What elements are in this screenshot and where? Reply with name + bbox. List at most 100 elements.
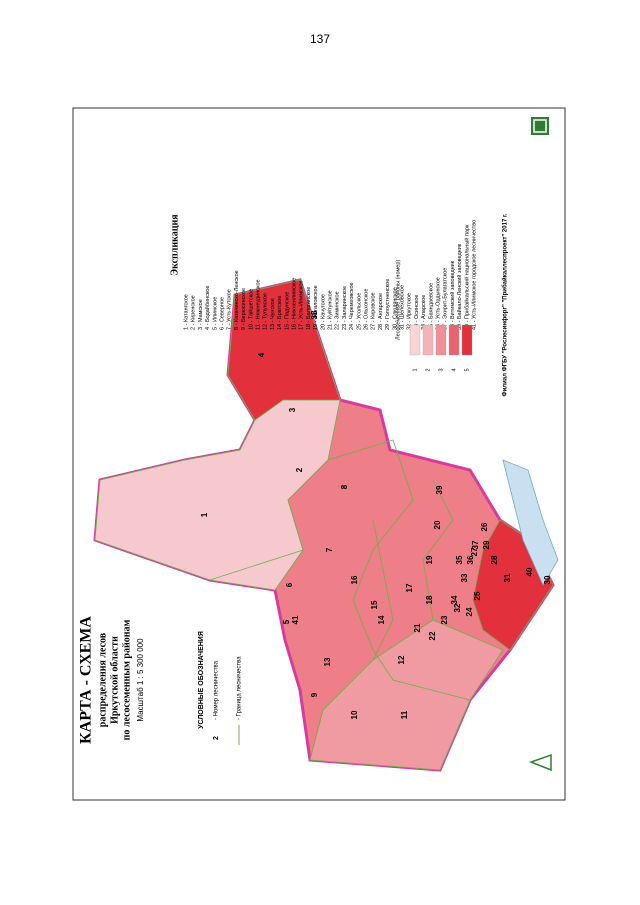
region-number: 3 bbox=[288, 407, 297, 412]
explication-item: 6 - Северное bbox=[219, 297, 225, 330]
explication-item: 8 - Казачинско-Ленское bbox=[234, 270, 240, 330]
footer: Филиал ФГБУ "Рослесинфорг" "Прибайкаллес… bbox=[502, 213, 509, 396]
explication-item: 15 - Падунское bbox=[284, 292, 290, 330]
seed-zone-label: 2 bbox=[425, 368, 431, 371]
region-number: 36 bbox=[466, 555, 475, 564]
explication-item: 20 - Качугское bbox=[320, 294, 326, 330]
seed-zone-swatch bbox=[461, 324, 473, 356]
region-number: 22 bbox=[428, 631, 437, 640]
region-number: 33 bbox=[460, 573, 469, 582]
map-subtitle: по лесосеменным районам bbox=[121, 619, 132, 740]
region-number: 39 bbox=[435, 485, 444, 494]
explication-title: Экспликация bbox=[169, 214, 180, 276]
region-number: 19 bbox=[425, 555, 434, 564]
explication-item: 2 - Киренское bbox=[191, 295, 197, 330]
region-number: 7 bbox=[325, 547, 334, 552]
explication-item: 17 - Усть-Илимское bbox=[299, 281, 305, 330]
region-number: 12 bbox=[397, 655, 406, 664]
region-number: 17 bbox=[405, 583, 414, 592]
region-number: 10 bbox=[350, 710, 359, 719]
region-number: 13 bbox=[323, 657, 332, 666]
seed-zone-label: 4 bbox=[451, 368, 457, 371]
boundary bbox=[372, 519, 394, 661]
explication-item: 7 - Усть-Кутское bbox=[227, 289, 233, 330]
explication-item: 37 - Эхирит-Булагатское bbox=[443, 268, 449, 330]
region-number: 23 bbox=[440, 615, 449, 624]
region-number: 31 bbox=[503, 573, 512, 582]
region-number: 20 bbox=[433, 520, 442, 529]
explication-item: 3 - Мамское bbox=[198, 299, 204, 330]
map-scale: Масштаб 1 : 5 300 000 bbox=[136, 638, 145, 722]
explication-item: 5 - Илимское bbox=[212, 297, 218, 330]
region-number: 38 bbox=[310, 310, 319, 319]
region-number: 28 bbox=[490, 555, 499, 564]
region-number: 15 bbox=[370, 600, 379, 609]
map-frame bbox=[72, 107, 566, 801]
explication-item: 4 - Бодайбинское bbox=[204, 286, 211, 330]
zone-4 bbox=[227, 279, 341, 421]
legend-title: УСЛОВНЫЕ ОБОЗНАЧЕНИЯ bbox=[198, 631, 205, 729]
explication-item: 22 - Зиминское bbox=[335, 291, 341, 330]
region-number: 41 bbox=[291, 615, 300, 624]
region-number: 2 bbox=[295, 467, 304, 472]
region-number: 6 bbox=[285, 582, 294, 587]
region-number: 27 bbox=[470, 547, 479, 556]
region-number: 16 bbox=[350, 575, 359, 584]
map-sheet: КАРТА - СХЕМА распределения лесов Иркутс… bbox=[78, 117, 559, 772]
region-number: 32 bbox=[453, 603, 462, 612]
region-number: 25 bbox=[473, 591, 482, 600]
map-title: КАРТА - СХЕМА bbox=[78, 616, 95, 744]
boundary bbox=[422, 479, 454, 621]
explication-item: 11 - Нижнеудинское bbox=[255, 279, 261, 330]
explication-item: 21 - Куйтунское bbox=[326, 290, 333, 330]
region-number: 30 bbox=[543, 575, 552, 584]
qr-code bbox=[531, 117, 549, 135]
seed-zone-label: 3 bbox=[438, 368, 444, 371]
explication-item: 12 - Тулунское bbox=[263, 293, 269, 330]
explication-item: 32 - Иркутское bbox=[407, 293, 413, 330]
explication-item: 14 - Братское bbox=[277, 296, 283, 330]
region-number: 35 bbox=[455, 555, 464, 564]
seed-zone-swatch bbox=[448, 324, 460, 356]
explication-item: 39 - Байкало-Ленский заповедник bbox=[456, 243, 463, 330]
explication-item: 30 - Слюдянское bbox=[392, 287, 398, 330]
explication-item: 16 - Нижнеилимское bbox=[291, 278, 297, 330]
page-number: 137 bbox=[310, 32, 330, 46]
legend-text: - Номер лесничества bbox=[214, 660, 220, 720]
region-number: 1 bbox=[200, 512, 209, 517]
region-number: 8 bbox=[340, 484, 349, 489]
explication-item: 33 - Осинское bbox=[414, 295, 420, 330]
explication-item: 27 - Кировское bbox=[371, 292, 377, 330]
region-number: 26 bbox=[480, 522, 489, 531]
explication-item: 10 - Тайшетское bbox=[247, 289, 254, 330]
west-zone bbox=[309, 619, 504, 771]
explication-item: 18 - Балаганское bbox=[306, 287, 312, 330]
explication-item: 23 - Заларинское bbox=[342, 286, 348, 330]
region-number: 40 bbox=[525, 567, 534, 576]
map-subtitle: Иркутской области bbox=[109, 636, 120, 724]
region-number: 29 bbox=[482, 540, 491, 549]
explication-item: 24 - Черемховское bbox=[349, 282, 355, 330]
explication-item: 36 - Усть-Ордынское bbox=[435, 277, 441, 330]
explication-item: 41 - Усть-Илимское городское лесничество bbox=[471, 220, 477, 330]
legend-symbol: 2 bbox=[213, 736, 220, 740]
explication-item: 26 - Ольхонское bbox=[363, 289, 369, 330]
region-number: 24 bbox=[465, 607, 474, 616]
region-number: 4 bbox=[257, 352, 266, 357]
seed-zone-label: 1 bbox=[412, 368, 418, 371]
explication-item: 31 - Шелеховское bbox=[399, 285, 405, 330]
seed-zone-swatch bbox=[422, 324, 434, 356]
region-number: 18 bbox=[425, 595, 434, 604]
map-subtitle: распределения лесов bbox=[97, 632, 108, 727]
explication-item: 38 - Витимский заповедник bbox=[449, 260, 456, 330]
region-number: 5 bbox=[282, 619, 291, 624]
explication-item: 28 - Ангарское bbox=[378, 293, 384, 330]
region-number: 14 bbox=[377, 615, 386, 624]
region-number: 9 bbox=[310, 692, 319, 697]
legend-text: - Граница лесничества bbox=[237, 656, 243, 720]
seed-zones-title: Лесосеменные районы (номер) bbox=[394, 260, 401, 340]
region-number: 21 bbox=[413, 623, 422, 632]
region-number: 34 bbox=[450, 595, 459, 604]
explication-item: 25 - Усольское bbox=[356, 293, 362, 330]
